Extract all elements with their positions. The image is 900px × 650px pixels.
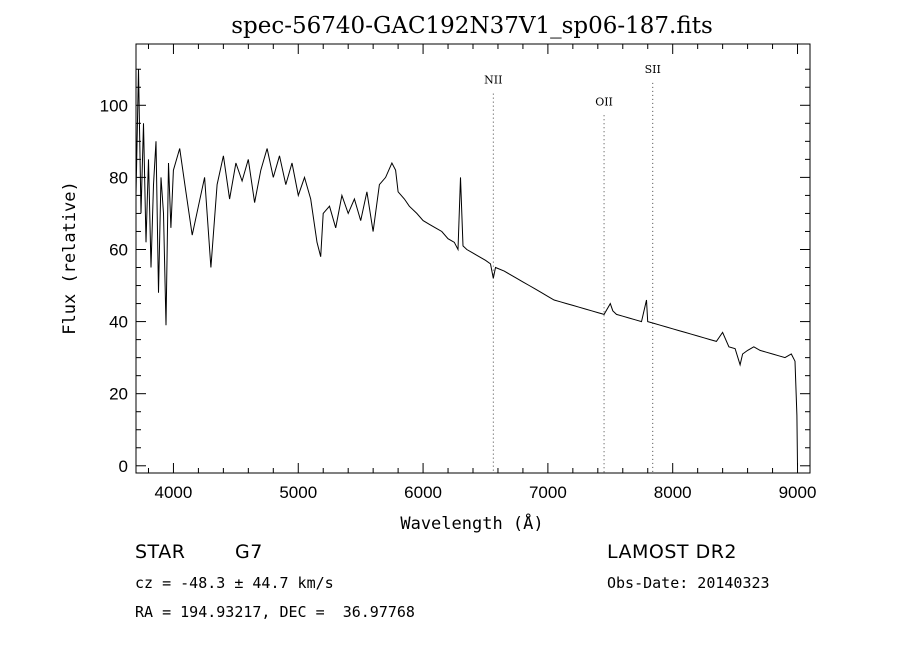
y-tick-label: 40 — [109, 313, 128, 332]
plot-frame — [135, 43, 811, 474]
x-tick-label: 8000 — [654, 483, 692, 502]
object-class: STAR — [135, 541, 186, 563]
chart-title: spec-56740-GAC192N37V1_sp06-187.fits — [231, 13, 713, 39]
spectral-subclass: G7 — [235, 541, 263, 563]
x-tick-label: 4000 — [155, 483, 193, 502]
y-axis-label: Flux (relative) — [60, 181, 80, 335]
x-tick-label: 7000 — [529, 483, 567, 502]
line-marker-label: SII — [645, 63, 661, 76]
y-tick-label: 0 — [119, 457, 128, 476]
y-tick-label: 20 — [109, 385, 128, 404]
line-marker-label: NII — [484, 74, 502, 87]
ra-dec-coordinates: RA = 194.93217, DEC = 36.97768 — [135, 603, 415, 621]
spectrum-series-line — [135, 69, 798, 466]
line-marker-label: OII — [595, 95, 613, 108]
x-tick-label: 6000 — [404, 483, 442, 502]
observation-date: Obs-Date: 20140323 — [607, 574, 770, 592]
y-tick-label: 80 — [109, 168, 128, 187]
redshift-velocity: cz = -48.3 ± 44.7 km/s — [135, 574, 334, 592]
y-tick-label: 60 — [109, 240, 128, 259]
y-tick-label: 100 — [100, 96, 128, 115]
survey-name: LAMOST DR2 — [607, 541, 737, 563]
plot-axes — [135, 43, 811, 474]
x-tick-label: 5000 — [279, 483, 317, 502]
x-tick-label: 9000 — [779, 483, 817, 502]
x-axis-ticks: 4000 5000 6000 7000 8000 9000 — [147, 44, 817, 502]
y-axis-ticks: 0 20 40 60 80 100 — [100, 68, 810, 476]
x-axis-label: Wavelength (Å) — [400, 512, 543, 534]
line-annotations: NII OII SII — [484, 63, 661, 473]
